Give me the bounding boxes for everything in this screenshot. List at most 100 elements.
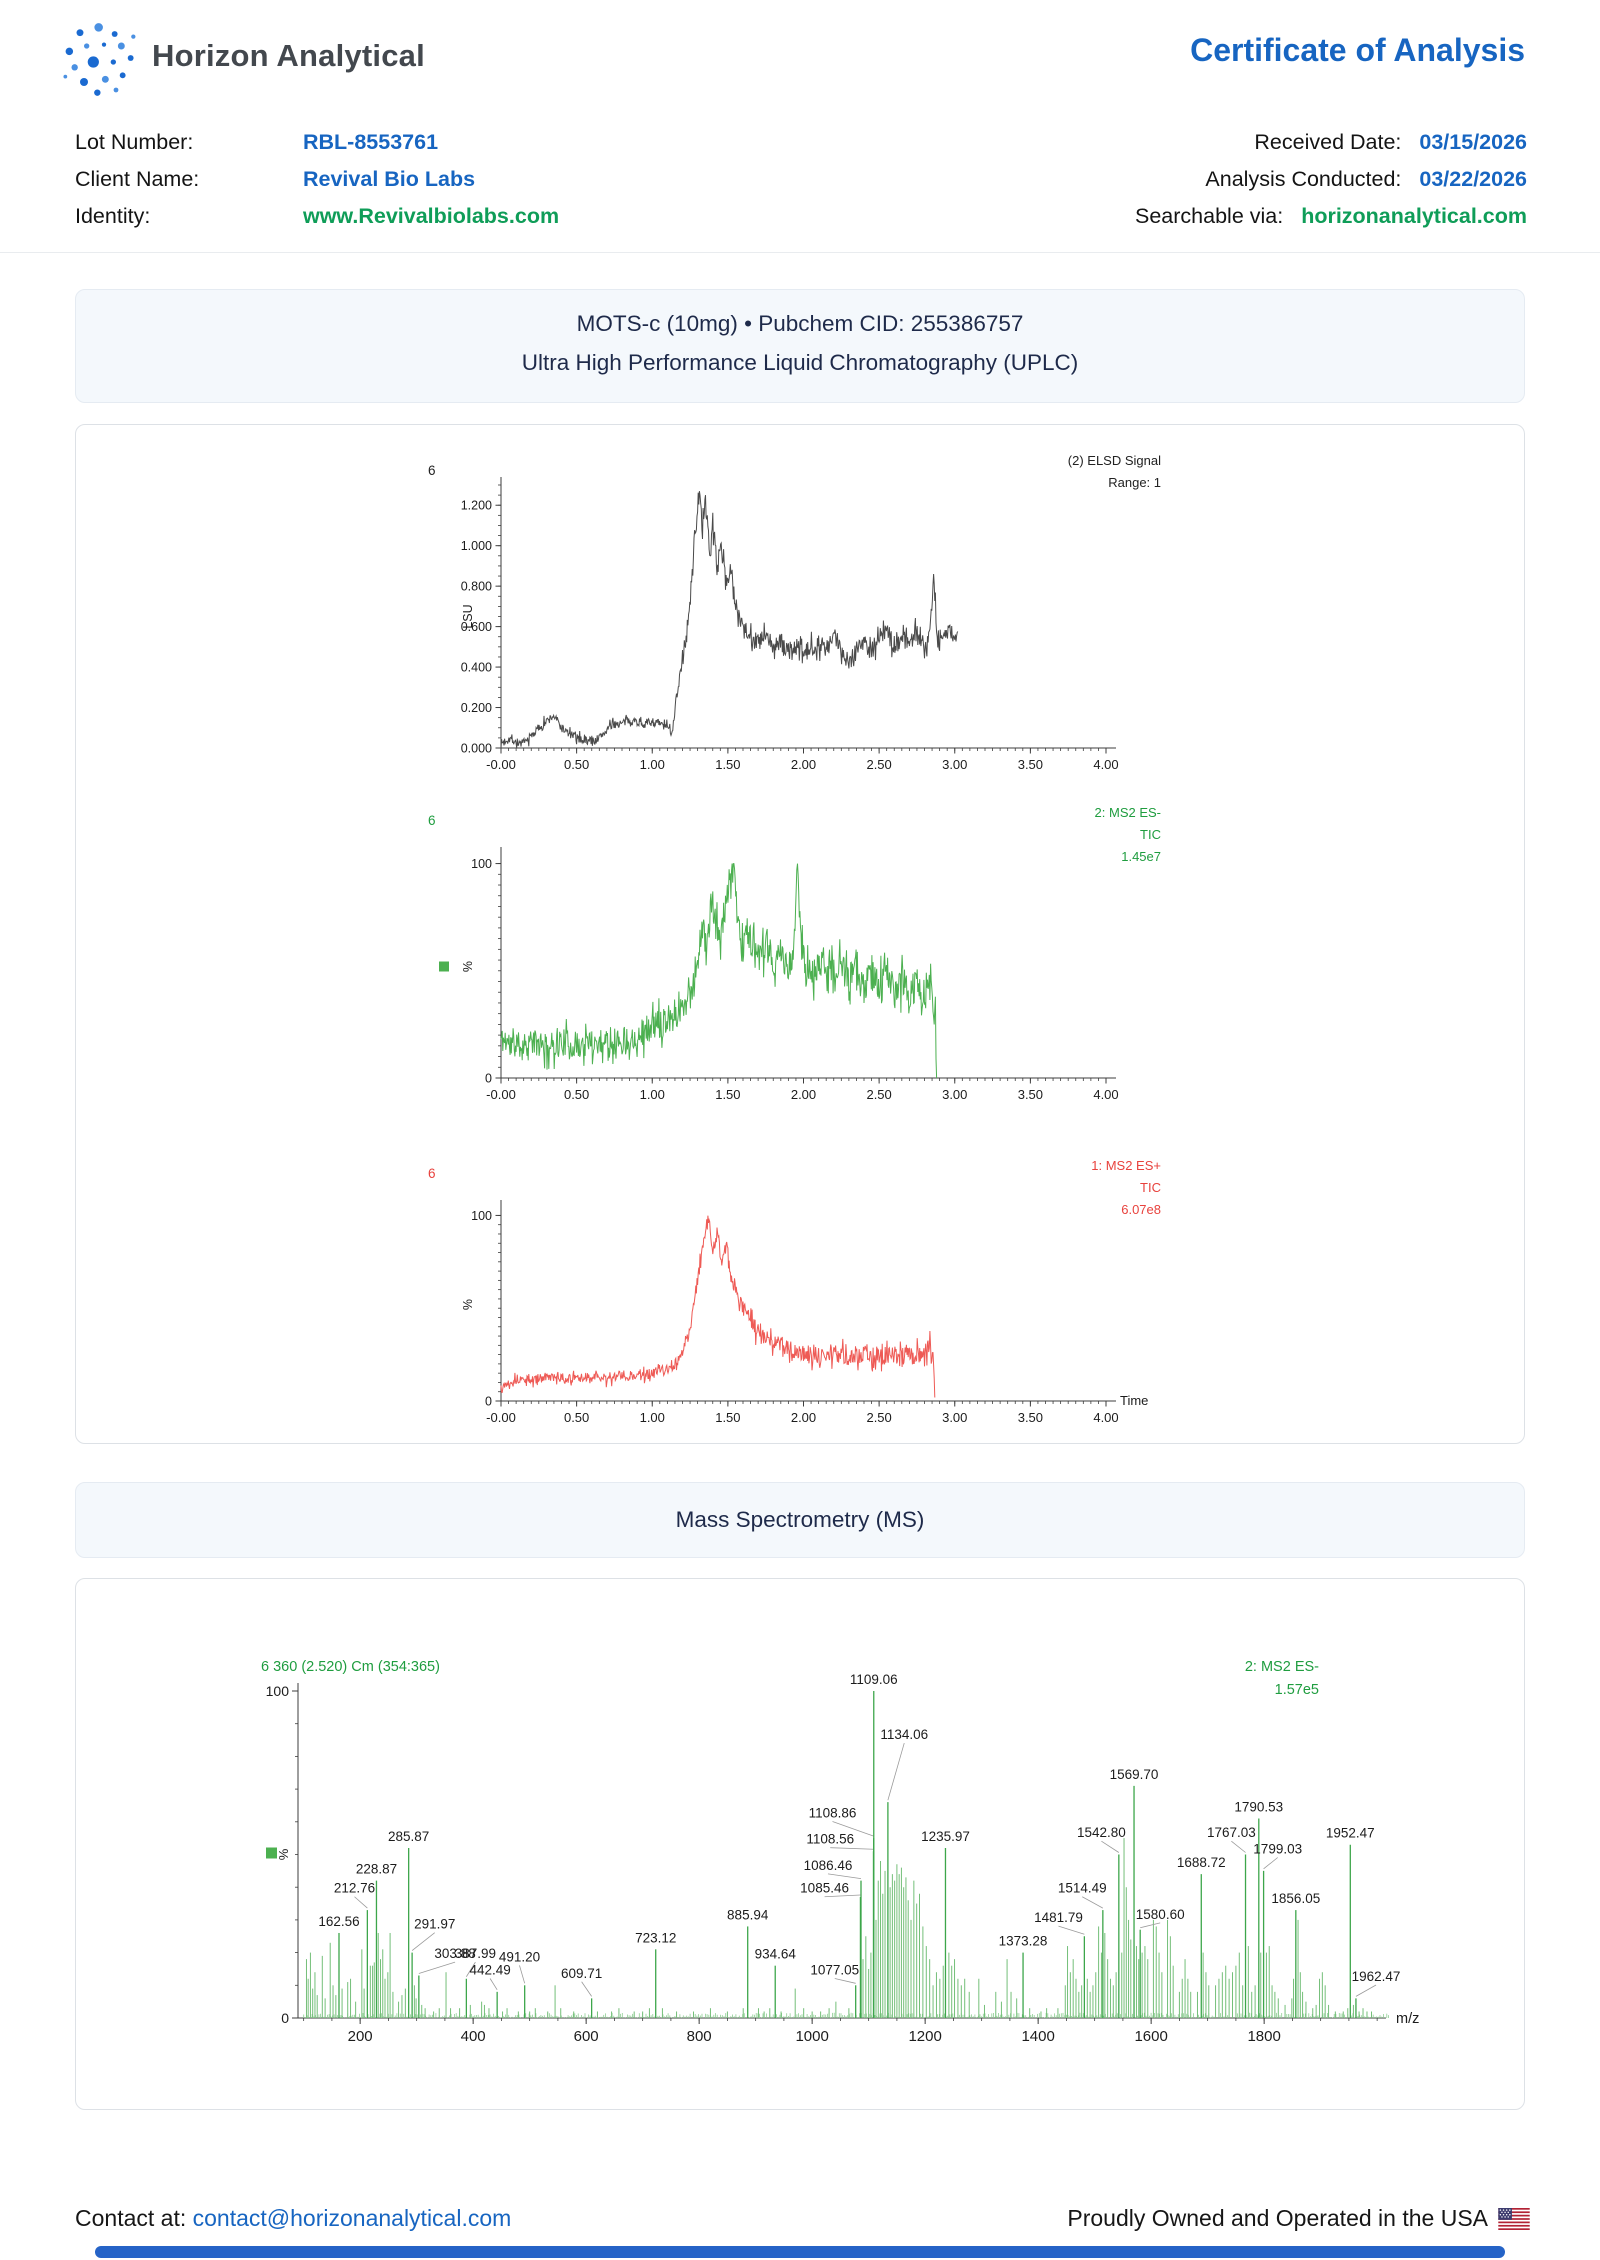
searchable-link[interactable]: horizonanalytical.com — [1301, 204, 1527, 228]
svg-text:1108.86: 1108.86 — [809, 1806, 857, 1821]
svg-text:2.50: 2.50 — [866, 1087, 891, 1102]
ms-section-header: Mass Spectrometry (MS) — [75, 1482, 1525, 1558]
svg-text:2.50: 2.50 — [866, 757, 891, 772]
svg-text:1.50: 1.50 — [715, 1410, 740, 1425]
svg-text:1799.03: 1799.03 — [1253, 1842, 1302, 1857]
svg-text:1086.46: 1086.46 — [804, 1858, 853, 1873]
svg-text:0.800: 0.800 — [461, 580, 492, 594]
uplc-chromatograms-chart: 0.000 0.200 0.400 0.600 0.800 1.000 1.200 -0.00… — [76, 425, 1524, 1448]
svg-text:LSU: LSU — [461, 604, 475, 628]
svg-text:1688.72: 1688.72 — [1177, 1855, 1226, 1870]
svg-text:Range: 1: Range: 1 — [1108, 475, 1161, 490]
svg-text:934.64: 934.64 — [755, 1947, 797, 1962]
svg-text:1600: 1600 — [1134, 2028, 1167, 2045]
lot-number-value: RBL-8553761 — [302, 130, 439, 154]
svg-text:1.45e7: 1.45e7 — [1121, 849, 1161, 864]
received-date-row: Received Date: 03/15/2026 — [1135, 130, 1527, 167]
identity-link[interactable]: www.Revivalbiolabs.com — [302, 204, 560, 228]
contact-label: Contact at: — [75, 2205, 193, 2231]
svg-text:600: 600 — [574, 2028, 599, 2045]
svg-text:1.000: 1.000 — [461, 539, 492, 553]
svg-text:0.600: 0.600 — [461, 620, 492, 634]
svg-text:0.50: 0.50 — [564, 757, 589, 772]
svg-text:387.99: 387.99 — [455, 1946, 496, 1961]
searchable-row: Searchable via: horizonanalytical.com — [1135, 204, 1527, 241]
svg-text:1.50: 1.50 — [715, 757, 740, 772]
ms-spectrum-chart: 100 0 200 400 600 800 1000 1200 1400 1600 1800 m/z 6… — [76, 1579, 1524, 2114]
svg-text:723.12: 723.12 — [635, 1930, 676, 1945]
svg-text:2.00: 2.00 — [791, 757, 816, 772]
ms-spectrum-panel: 100 0 200 400 600 800 1000 1200 1400 1600 1800 m/z 6… — [75, 1578, 1525, 2110]
svg-text:0: 0 — [281, 2010, 289, 2026]
lot-number-row: Lot Number: RBL-8553761 — [75, 130, 559, 167]
svg-text:6: 6 — [428, 463, 436, 478]
svg-text:1800: 1800 — [1247, 2028, 1280, 2045]
svg-text:0: 0 — [485, 1072, 492, 1086]
searchable-label: Searchable via: — [1135, 204, 1284, 228]
svg-text:TIC: TIC — [1140, 1180, 1161, 1195]
lot-number-label: Lot Number: — [75, 130, 194, 154]
page-title: Certificate of Analysis — [1190, 32, 1525, 68]
client-name-row: Client Name: Revival Bio Labs — [75, 167, 559, 204]
svg-text:0: 0 — [485, 1395, 492, 1409]
svg-text:%: % — [276, 1848, 291, 1860]
analysis-date-label: Analysis Conducted: — [1205, 167, 1402, 191]
svg-text:4.00: 4.00 — [1093, 1410, 1118, 1425]
svg-text:100: 100 — [266, 1683, 290, 1699]
svg-text:1790.53: 1790.53 — [1234, 1800, 1283, 1815]
svg-text:6: 6 — [428, 813, 436, 828]
svg-text:1514.49: 1514.49 — [1058, 1881, 1107, 1896]
svg-text:%: % — [461, 961, 475, 972]
svg-text:(2) ELSD Signal: (2) ELSD Signal — [1068, 453, 1161, 468]
ms-section-title: Mass Spectrometry (MS) — [675, 1507, 925, 1532]
svg-text:1134.06: 1134.06 — [880, 1727, 928, 1742]
received-date-value: 03/15/2026 — [1419, 130, 1527, 154]
svg-text:1400: 1400 — [1021, 2028, 1054, 2045]
svg-text:228.87: 228.87 — [356, 1862, 397, 1877]
svg-text:-0.00: -0.00 — [486, 1410, 516, 1425]
svg-text:0.200: 0.200 — [461, 701, 492, 715]
svg-text:0.400: 0.400 — [461, 661, 492, 675]
svg-text:1.00: 1.00 — [640, 1087, 665, 1102]
svg-text:1077.05: 1077.05 — [810, 1962, 859, 1977]
svg-text:3.50: 3.50 — [1018, 1410, 1043, 1425]
uplc-section-title: Ultra High Performance Liquid Chromatogr… — [521, 350, 1079, 375]
svg-text:2.50: 2.50 — [866, 1410, 891, 1425]
contact-email-link[interactable]: contact@horizonanalytical.com — [192, 2205, 512, 2231]
footer-ownership: Proudly Owned and Operated in the USA — [1067, 2205, 1530, 2232]
svg-text:1.57e5: 1.57e5 — [1275, 1682, 1319, 1698]
svg-text:1085.46: 1085.46 — [800, 1881, 849, 1896]
svg-text:1580.60: 1580.60 — [1136, 1907, 1185, 1922]
svg-text:162.56: 162.56 — [318, 1914, 359, 1929]
svg-text:1373.28: 1373.28 — [999, 1934, 1048, 1949]
received-date-label: Received Date: — [1254, 130, 1402, 154]
info-block-left: Lot Number: RBL-8553761 Client Name: Rev… — [75, 130, 559, 241]
svg-text:3.00: 3.00 — [942, 757, 967, 772]
svg-text:1.00: 1.00 — [640, 1410, 665, 1425]
svg-text:303.88: 303.88 — [434, 1946, 475, 1961]
svg-text:442.49: 442.49 — [469, 1962, 510, 1977]
svg-text:1.00: 1.00 — [640, 757, 665, 772]
ownership-text: Proudly Owned and Operated in the USA — [1067, 2205, 1488, 2231]
footer-accent-bar — [95, 2246, 1505, 2258]
svg-text:0.50: 0.50 — [564, 1087, 589, 1102]
svg-text:1200: 1200 — [908, 2028, 941, 2045]
svg-text:212.76: 212.76 — [334, 1881, 375, 1896]
svg-text:1.50: 1.50 — [715, 1087, 740, 1102]
brand-logo-icon — [60, 18, 140, 98]
svg-text:%: % — [461, 1299, 475, 1310]
svg-text:2: MS2 ES-: 2: MS2 ES- — [1095, 805, 1161, 820]
svg-text:1: MS2 ES+: 1: MS2 ES+ — [1091, 1158, 1161, 1173]
svg-text:6.07e8: 6.07e8 — [1121, 1202, 1161, 1217]
svg-text:1569.70: 1569.70 — [1110, 1767, 1159, 1782]
svg-text:4.00: 4.00 — [1093, 757, 1118, 772]
svg-text:1109.06: 1109.06 — [850, 1672, 898, 1687]
svg-text:1767.03: 1767.03 — [1207, 1825, 1256, 1840]
identity-row: Identity: www.Revivalbiolabs.com — [75, 204, 559, 241]
svg-text:1481.79: 1481.79 — [1034, 1910, 1083, 1925]
svg-text:200: 200 — [348, 2028, 373, 2045]
analysis-date-value: 03/22/2026 — [1419, 167, 1527, 191]
uplc-chromatograms-panel: 0.000 0.200 0.400 0.600 0.800 1.000 1.200 -0.00… — [75, 424, 1525, 1444]
svg-text:1.200: 1.200 — [461, 499, 492, 513]
